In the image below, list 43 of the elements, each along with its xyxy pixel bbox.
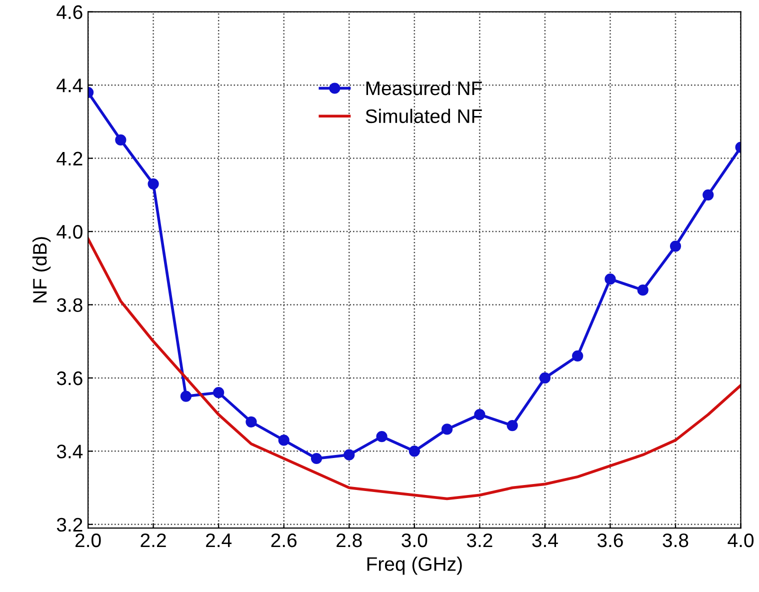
point bbox=[213, 387, 224, 398]
y-tick-label: 4.6 bbox=[56, 5, 82, 20]
x-tick-label: 3.6 bbox=[597, 533, 623, 548]
point bbox=[441, 424, 453, 435]
y-tick-label: 4.4 bbox=[56, 78, 83, 92]
point bbox=[539, 372, 551, 384]
x-tick-label: 4.0 bbox=[728, 533, 754, 548]
point bbox=[278, 434, 290, 446]
point bbox=[506, 420, 518, 432]
x-tick-label: 2.4 bbox=[206, 533, 232, 548]
point bbox=[702, 189, 714, 200]
x-tick-label: 2.0 bbox=[76, 533, 101, 548]
y-tick-label: 3.8 bbox=[56, 298, 82, 312]
x-tick-label: 2.2 bbox=[140, 533, 166, 548]
point bbox=[180, 390, 192, 402]
point bbox=[344, 449, 355, 460]
x-axis-title: Freq (GHz) bbox=[367, 556, 462, 575]
point bbox=[637, 284, 648, 296]
point bbox=[572, 350, 584, 362]
legend-label: Measured NF bbox=[366, 80, 482, 96]
point bbox=[670, 240, 682, 252]
point bbox=[376, 430, 388, 442]
legend-label: Simulated NF bbox=[366, 108, 482, 124]
x-tick-label: 2.8 bbox=[336, 533, 362, 548]
y-tick-label: 3.4 bbox=[56, 444, 83, 458]
point bbox=[246, 416, 257, 428]
y-tick-label: 3.6 bbox=[56, 371, 82, 386]
line-series bbox=[88, 237, 741, 500]
point bbox=[148, 178, 159, 190]
x-tick-label: 3.0 bbox=[402, 533, 428, 548]
y-tick-label: 3.2 bbox=[56, 518, 82, 532]
x-tick-label: 2.6 bbox=[271, 533, 297, 548]
x-tick-label: 3.4 bbox=[532, 533, 558, 548]
point bbox=[408, 446, 420, 457]
y-tick-label: 4.2 bbox=[56, 152, 82, 166]
point bbox=[115, 134, 126, 146]
y-axis-title: NF (dB) bbox=[32, 237, 51, 302]
point bbox=[474, 409, 486, 420]
x-tick-label: 3.8 bbox=[662, 533, 688, 548]
point bbox=[310, 452, 322, 464]
point bbox=[604, 274, 616, 285]
y-tick-label: 4.0 bbox=[56, 224, 82, 239]
x-tick-label: 3.2 bbox=[466, 533, 492, 548]
